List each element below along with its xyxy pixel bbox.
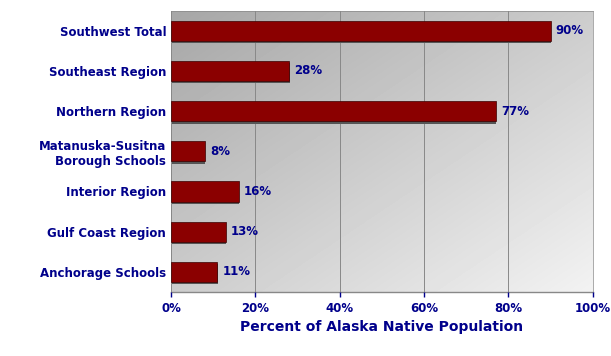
Bar xyxy=(171,101,496,121)
Bar xyxy=(171,61,289,81)
Bar xyxy=(171,141,205,161)
Text: 13%: 13% xyxy=(231,225,259,238)
Text: 28%: 28% xyxy=(294,64,323,78)
Bar xyxy=(172,104,496,124)
Bar xyxy=(171,21,551,41)
Bar xyxy=(172,184,239,204)
Text: 90%: 90% xyxy=(555,24,584,37)
Bar xyxy=(172,264,218,284)
Text: 16%: 16% xyxy=(244,185,272,198)
Text: 77%: 77% xyxy=(501,105,529,117)
Bar xyxy=(172,63,290,83)
Bar xyxy=(172,23,551,43)
Bar xyxy=(172,144,205,164)
Bar xyxy=(171,182,238,201)
Bar xyxy=(172,224,227,244)
Bar xyxy=(171,221,226,242)
X-axis label: Percent of Alaska Native Population: Percent of Alaska Native Population xyxy=(240,320,524,334)
Bar xyxy=(171,262,218,282)
Text: 11%: 11% xyxy=(222,265,251,278)
Text: 8%: 8% xyxy=(210,145,230,158)
